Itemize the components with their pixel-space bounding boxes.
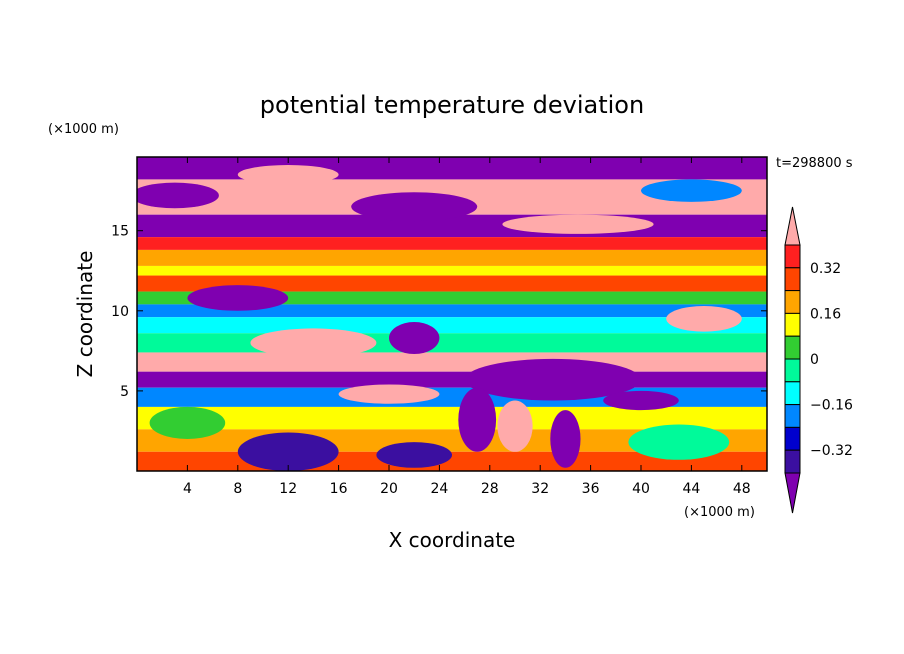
- field-patch: [250, 328, 377, 358]
- field-patch: [641, 179, 742, 202]
- colorbar-box: [784, 404, 801, 428]
- y-axis: 5 10 15: [111, 224, 767, 400]
- y-unit-label: (×1000 m): [48, 122, 119, 137]
- field-band: [137, 291, 767, 305]
- y-tick-label: 5: [120, 384, 129, 400]
- field-patch: [237, 432, 339, 471]
- field-band: [137, 275, 767, 292]
- x-tick-label: 4: [183, 481, 192, 497]
- field-patch: [338, 384, 440, 404]
- field-band: [137, 157, 767, 180]
- field-patch: [458, 387, 497, 452]
- colorbar-extend-low: [784, 472, 801, 514]
- field-band: [137, 249, 767, 266]
- x-tick-label: 12: [279, 481, 297, 497]
- x-axis-label: X coordinate: [389, 528, 516, 552]
- field-patch: [502, 214, 654, 234]
- colorbar-box: [784, 290, 801, 314]
- colorbar-box: [784, 426, 801, 451]
- field-band: [137, 406, 767, 430]
- colorbar-tick-label: 0.16: [810, 306, 841, 322]
- colorbar-box: [784, 449, 801, 474]
- colorbar-tick-label: −0.16: [810, 398, 853, 414]
- colorbar-box: [784, 244, 801, 269]
- x-tick-label: 28: [481, 481, 499, 497]
- x-tick-label: 48: [733, 481, 751, 497]
- colorbar: 0.32 0.16 0 −0.16 −0.32: [784, 206, 853, 514]
- field-patch: [497, 400, 533, 452]
- x-tick-label: 24: [430, 481, 448, 497]
- field-patch: [237, 165, 339, 185]
- field-band: [137, 333, 767, 353]
- time-label: t=298800 s: [776, 156, 853, 171]
- x-tick-label: 8: [233, 481, 242, 497]
- colorbar-box: [784, 312, 801, 337]
- chart-title: potential temperature deviation: [260, 91, 644, 119]
- x-tick-label: 16: [330, 481, 348, 497]
- x-axis: 4 8 12 16 20 24 28 32 36 40 44 48: [183, 157, 751, 497]
- field-patch: [464, 358, 641, 401]
- field-patch: [603, 390, 679, 411]
- x-tick-label: 32: [531, 481, 549, 497]
- colorbar-box: [784, 358, 801, 383]
- y-tick-label: 10: [111, 304, 129, 320]
- x-tick-label: 44: [682, 481, 700, 497]
- field-patch: [550, 410, 581, 468]
- colorbar-box: [784, 381, 801, 406]
- field-band: [137, 265, 767, 276]
- y-axis-label: Z coordinate: [73, 251, 97, 378]
- field-patch: [376, 442, 453, 468]
- field-patch: [389, 322, 440, 355]
- colorbar-extend-high: [784, 206, 801, 246]
- field-patch: [628, 424, 730, 460]
- colorbar-tick-label: −0.32: [810, 443, 853, 459]
- field-patch: [666, 305, 742, 332]
- temperature-field: [137, 157, 767, 471]
- field-band: [137, 304, 767, 318]
- field-band: [137, 352, 767, 372]
- colorbar-tick-label: 0: [810, 352, 819, 368]
- x-unit-label: (×1000 m): [684, 505, 755, 520]
- x-tick-label: 36: [582, 481, 600, 497]
- colorbar-box: [784, 267, 801, 292]
- field-band: [137, 371, 767, 388]
- field-patch: [351, 192, 478, 222]
- x-tick-label: 20: [380, 481, 398, 497]
- colorbar-box: [784, 335, 801, 360]
- colorbar-tick-label: 0.32: [810, 261, 841, 277]
- field-patch: [137, 182, 219, 209]
- y-tick-label: 15: [111, 224, 129, 240]
- x-tick-label: 40: [632, 481, 650, 497]
- field-patch: [149, 406, 226, 439]
- field-band: [137, 237, 767, 250]
- plot-frame: [136, 156, 768, 472]
- field-patch: [187, 285, 289, 311]
